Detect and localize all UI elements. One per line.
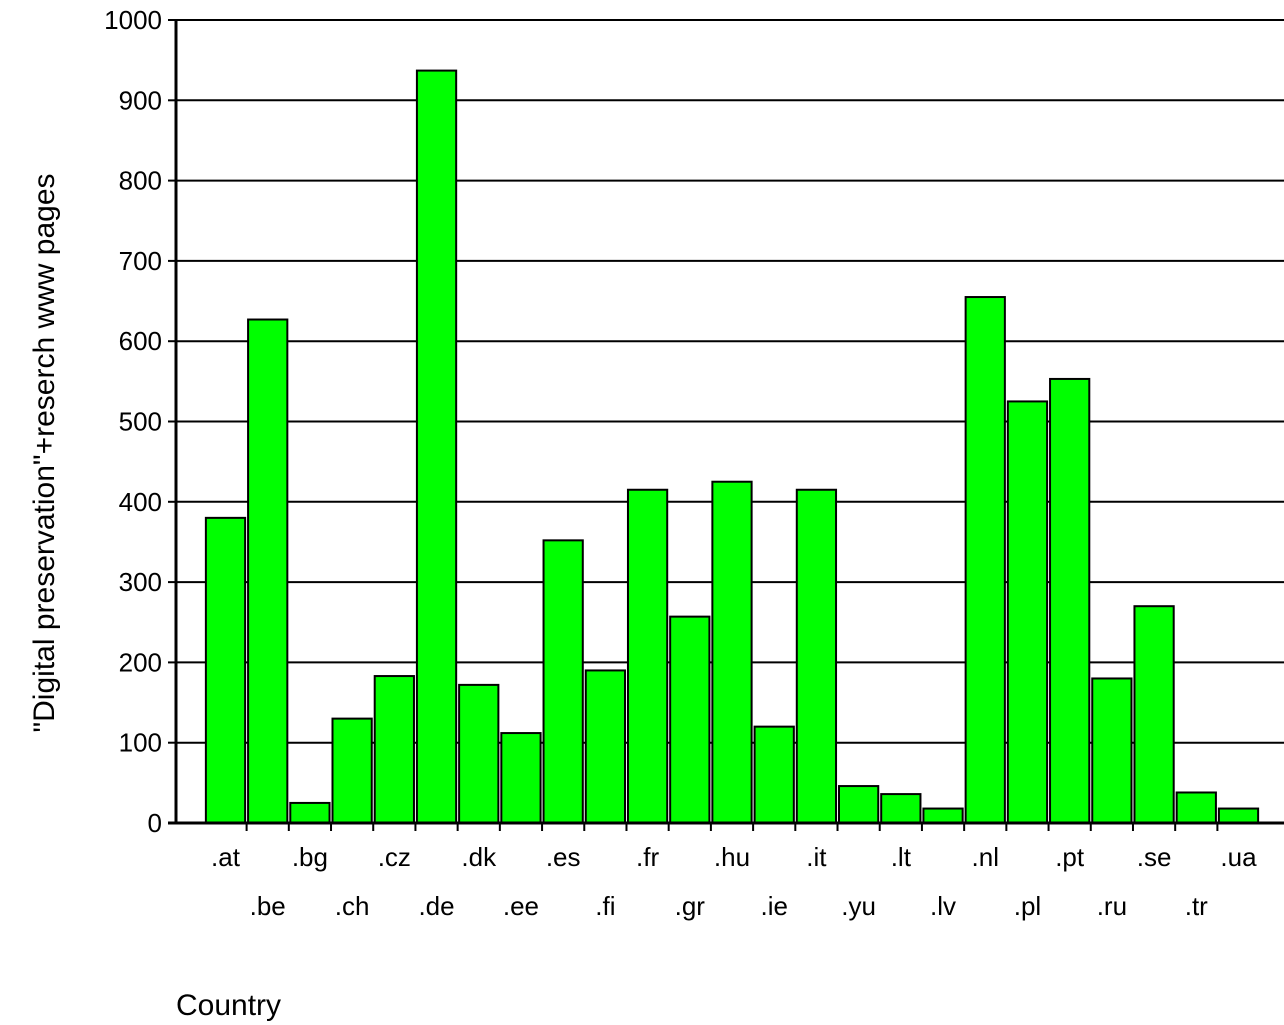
y-tick-label: 400 — [119, 487, 162, 517]
x-tick-label: .lt — [891, 842, 912, 872]
x-tick-label: .nl — [972, 842, 999, 872]
x-tick-label: .fr — [636, 842, 659, 872]
y-tick-labels: 0 100 200 300 400 500 600 700 800 900 1000 — [104, 5, 162, 838]
x-tick-label: .ru — [1097, 891, 1127, 921]
y-tick-label: 500 — [119, 407, 162, 437]
x-tick-label: .gr — [675, 891, 706, 921]
x-tick-label: .bg — [292, 842, 328, 872]
x-tick-label: .ch — [335, 891, 370, 921]
bar-hu — [711, 480, 753, 824]
y-tick-label: 100 — [119, 728, 162, 758]
bar-it — [795, 488, 838, 824]
y-tick-label: 200 — [119, 647, 162, 677]
bar-ee — [500, 732, 542, 825]
x-tick-label: .es — [546, 842, 581, 872]
bar-pt — [1049, 377, 1091, 824]
y-tick-label: 900 — [119, 85, 162, 115]
x-tick-label: .it — [806, 842, 827, 872]
x-tick-label: .cz — [378, 842, 411, 872]
bar-yu — [837, 785, 880, 825]
bar-at — [204, 516, 247, 824]
bar-gr — [669, 615, 711, 825]
x-tick-label: .lv — [930, 891, 956, 921]
x-tick-label: .pl — [1014, 891, 1041, 921]
x-tick-label: .dk — [461, 842, 497, 872]
bar-fi — [584, 669, 627, 824]
y-tick-label: 600 — [119, 326, 162, 356]
x-tick-label: .ie — [760, 891, 787, 921]
bar-cz — [373, 675, 415, 825]
x-tick-label: .se — [1137, 842, 1172, 872]
bar-be — [247, 318, 289, 824]
bar-bg — [289, 801, 331, 824]
x-tick-labels: .at .be.bg.ch .cz.de.dk.ee.es .fi .fr .gr .hu.… — [211, 842, 1257, 921]
x-tick-label: .pt — [1055, 842, 1085, 872]
bar-fr — [626, 488, 669, 824]
gridlines — [176, 19, 1284, 744]
x-tick-label: .hu — [714, 842, 750, 872]
bar-ie — [753, 725, 795, 825]
y-tick-label: 1000 — [104, 5, 162, 35]
x-tick-label: .tr — [1185, 891, 1208, 921]
axes — [168, 19, 1284, 831]
bar-pl — [1006, 400, 1049, 824]
y-tick-label: 0 — [148, 808, 162, 838]
x-tick-label: .ee — [503, 891, 539, 921]
bar-lt — [880, 793, 922, 824]
x-tick-label: .yu — [841, 891, 876, 921]
bar-ch — [331, 717, 373, 824]
x-tick-label: .be — [250, 891, 286, 921]
y-axis-title: "Digital preservation"+reserch www pages — [28, 173, 61, 732]
bars — [204, 69, 1260, 825]
x-tick-label: .ua — [1220, 842, 1257, 872]
bar-lv — [922, 807, 964, 825]
bar-nl — [964, 296, 1006, 825]
bar-ru — [1091, 677, 1133, 825]
y-tick-label: 700 — [119, 246, 162, 276]
x-tick-label: .at — [211, 842, 241, 872]
x-axis-title: Country — [176, 989, 281, 1022]
x-tick-label: .fi — [595, 891, 615, 921]
bar-se — [1133, 605, 1175, 824]
bar-es — [542, 539, 584, 824]
bar-ua — [1217, 807, 1260, 825]
bar-tr — [1175, 791, 1217, 825]
y-tick-label: 300 — [119, 567, 162, 597]
y-tick-label: 800 — [119, 166, 162, 196]
bar-dk — [458, 683, 500, 824]
x-tick-label: .de — [418, 891, 454, 921]
bar-de — [415, 69, 458, 825]
